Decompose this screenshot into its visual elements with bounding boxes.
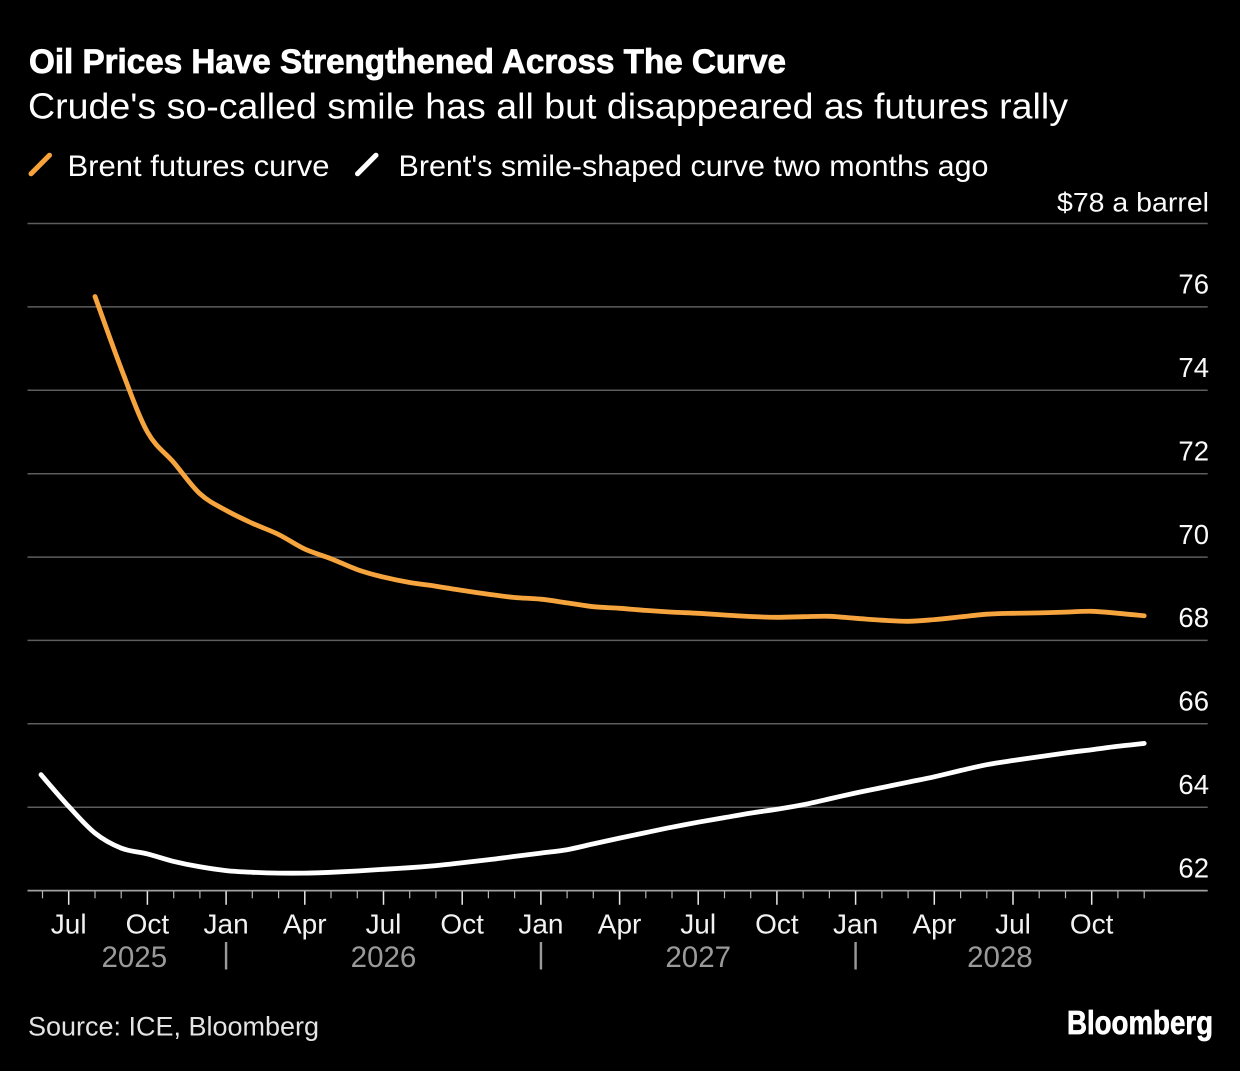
svg-text:Apr: Apr xyxy=(283,909,327,940)
svg-text:Oct: Oct xyxy=(440,909,484,940)
svg-text:72: 72 xyxy=(1178,436,1209,467)
svg-text:Oct: Oct xyxy=(1070,909,1114,940)
svg-text:Source: ICE, Bloomberg: Source: ICE, Bloomberg xyxy=(28,1012,319,1042)
svg-text:Brent's smile-shaped curve two: Brent's smile-shaped curve two months ag… xyxy=(399,150,989,183)
svg-text:2026: 2026 xyxy=(351,941,417,974)
svg-text:Jul: Jul xyxy=(366,909,402,940)
svg-text:Oil Prices Have Strengthened A: Oil Prices Have Strengthened Across The … xyxy=(29,43,786,81)
svg-text:Jan: Jan xyxy=(518,909,563,940)
svg-text:Jul: Jul xyxy=(995,909,1031,940)
svg-text:Apr: Apr xyxy=(913,909,957,940)
svg-text:2025: 2025 xyxy=(101,941,167,974)
svg-text:Oct: Oct xyxy=(126,909,170,940)
svg-text:$78 a barrel: $78 a barrel xyxy=(1057,188,1209,218)
svg-text:Crude's so-called smile has al: Crude's so-called smile has all but disa… xyxy=(28,86,1068,127)
svg-text:Oct: Oct xyxy=(755,909,799,940)
svg-text:64: 64 xyxy=(1178,769,1209,800)
svg-text:76: 76 xyxy=(1178,269,1209,300)
svg-text:74: 74 xyxy=(1178,352,1209,383)
svg-text:Apr: Apr xyxy=(598,909,642,940)
svg-text:68: 68 xyxy=(1178,602,1209,633)
svg-text:|: | xyxy=(537,938,545,971)
svg-text:Jan: Jan xyxy=(833,909,878,940)
svg-text:2027: 2027 xyxy=(665,941,731,974)
svg-text:Jul: Jul xyxy=(51,909,87,940)
svg-text:66: 66 xyxy=(1178,686,1209,717)
svg-text:Bloomberg: Bloomberg xyxy=(1067,1004,1213,1041)
svg-text:2028: 2028 xyxy=(967,941,1033,974)
svg-text:Jul: Jul xyxy=(680,909,716,940)
svg-text:Jan: Jan xyxy=(204,909,249,940)
svg-text:|: | xyxy=(852,938,860,971)
svg-text:|: | xyxy=(222,938,230,971)
svg-text:Brent futures curve: Brent futures curve xyxy=(68,150,330,183)
svg-text:62: 62 xyxy=(1178,852,1209,883)
svg-text:70: 70 xyxy=(1178,519,1209,550)
